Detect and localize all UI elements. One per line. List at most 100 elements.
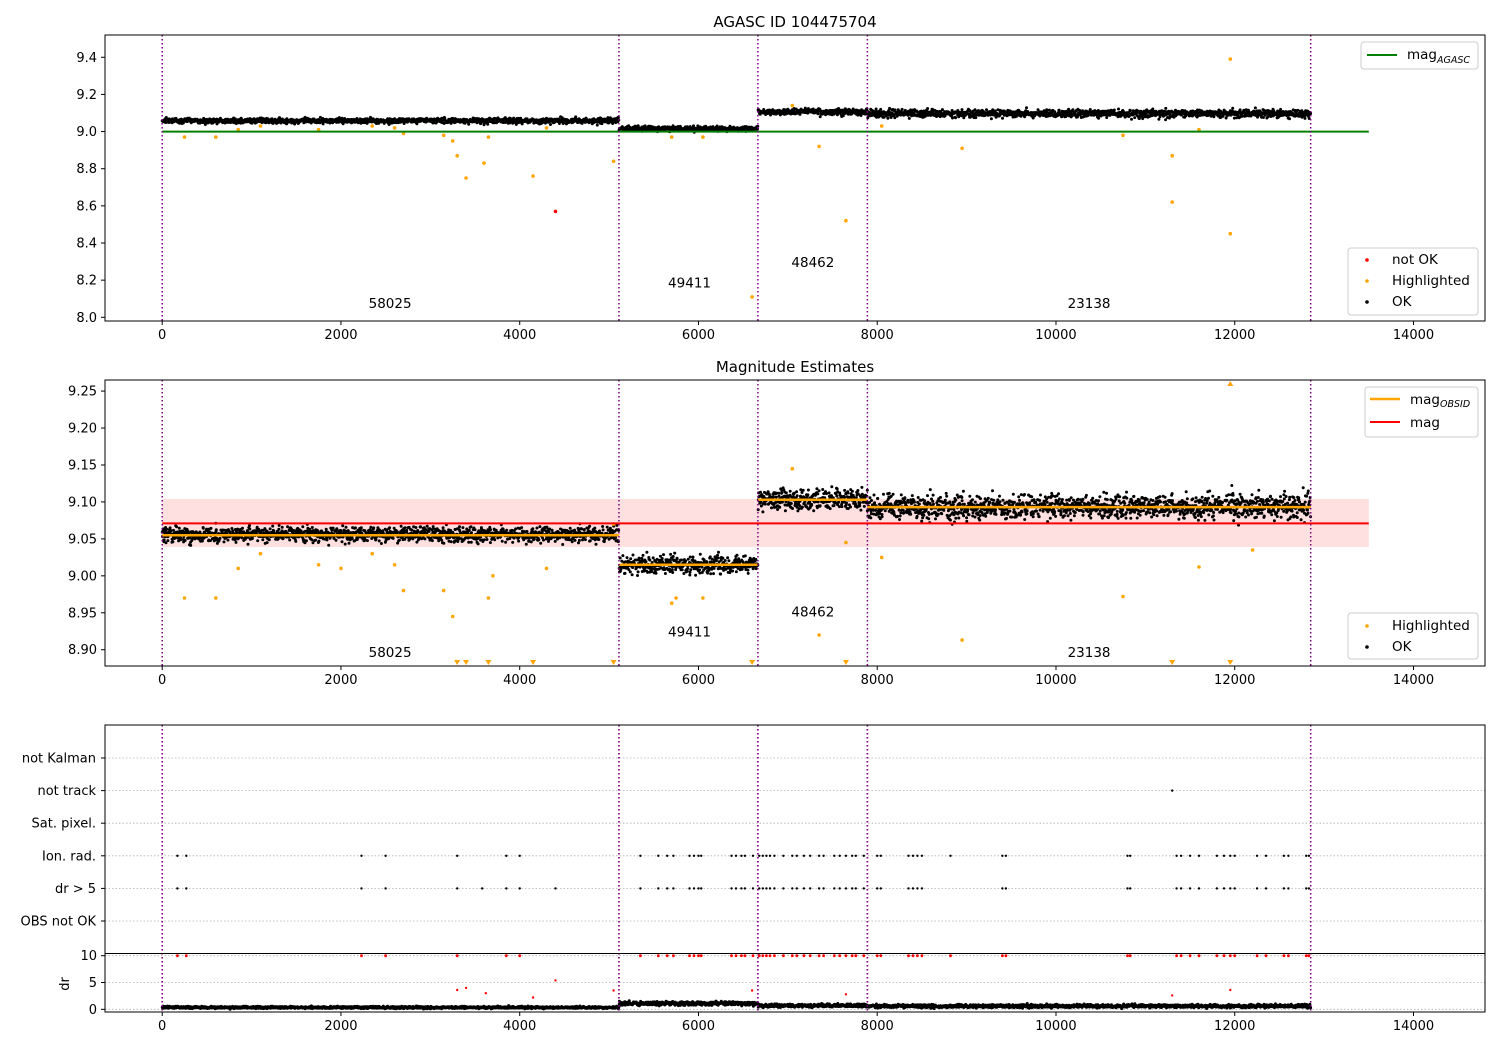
- p1-ok-point: [926, 107, 930, 110]
- p1-ok-point: [1164, 118, 1168, 122]
- p2-ok-point: [268, 527, 272, 531]
- p2-ok-point: [324, 527, 328, 531]
- p2-ok-point: [201, 526, 205, 530]
- p2-ok-point: [430, 539, 434, 543]
- p1-ok-point: [1288, 117, 1291, 121]
- p1-ok-point: [574, 115, 578, 119]
- legend-highlighted: Highlighted: [1392, 273, 1470, 289]
- p2-ok-point: [532, 537, 536, 541]
- p2-ok-point: [416, 530, 420, 534]
- p1-highlighted-point: [258, 124, 263, 128]
- legend-ok: OK: [1392, 294, 1413, 310]
- p1-ok-point: [900, 107, 904, 111]
- p1-ok-point: [907, 116, 911, 120]
- p2-ok-point: [488, 541, 492, 545]
- p2-ok-point: [162, 538, 166, 542]
- p2-ok-point: [327, 543, 331, 547]
- p2-ok-point: [424, 528, 428, 532]
- p1-highlighted-point: [482, 161, 486, 165]
- p1-xtick-label: 6000: [682, 328, 715, 343]
- p1-highlighted-point: [450, 139, 455, 143]
- p1-ytick-label: 8.6: [76, 199, 97, 214]
- p2-ok-point: [458, 525, 461, 529]
- p1-ok-point: [1253, 106, 1257, 110]
- p2-ok-point: [343, 542, 347, 546]
- p1-ytick-label: 9.2: [76, 88, 97, 103]
- p1-highlighted-point: [844, 218, 848, 223]
- p2-ok-point: [288, 538, 292, 542]
- p2-ok-point: [390, 530, 394, 534]
- p2-ok-point: [473, 528, 477, 532]
- p1-xtick-label: 14000: [1393, 328, 1434, 343]
- p1-ok-point: [866, 116, 870, 120]
- p1-ok-point: [599, 116, 603, 120]
- p1-ok-point: [879, 107, 883, 111]
- p1-ytick-label: 8.2: [76, 274, 97, 289]
- p1-ok-point: [514, 122, 518, 126]
- p2-ok-point: [442, 541, 446, 545]
- p2-ok-point: [301, 525, 305, 529]
- p2-ok-point: [379, 542, 383, 545]
- p2-ok-point: [531, 527, 535, 531]
- p2-ok-point: [166, 539, 170, 543]
- p2-ok-point: [489, 528, 492, 532]
- p2-ok-point: [365, 539, 369, 543]
- p2-ok-point: [537, 538, 541, 542]
- p2-ok-point: [517, 539, 521, 543]
- p1-highlighted-point: [817, 144, 821, 149]
- p1-ok-point: [762, 108, 766, 111]
- p2-ok-point: [511, 540, 515, 544]
- p2-ok-point: [377, 539, 381, 543]
- p2-ok-point: [350, 537, 354, 541]
- p1-highlighted-point: [441, 133, 446, 138]
- p2-ok-point: [261, 538, 265, 542]
- p2-ok-point: [340, 540, 344, 544]
- p1-highlighted-point: [370, 124, 375, 128]
- p2-ok-point: [403, 537, 407, 541]
- p1-ok-point: [1128, 109, 1132, 113]
- p1-highlighted-point: [960, 146, 964, 151]
- p2-ok-point: [469, 525, 473, 529]
- p2-ok-point: [335, 527, 339, 531]
- p2-ok-point: [461, 526, 465, 530]
- agasc-magnitude-panel: AGASC ID 104475704 58025494114846223138 …: [76, 13, 1486, 343]
- p2-ok-point: [317, 539, 321, 543]
- p1-ok-point: [1105, 116, 1109, 119]
- p2-ok-point: [265, 541, 269, 545]
- p2-ok-point: [403, 526, 407, 530]
- p1-ok-point: [467, 122, 471, 126]
- p1-ok-point: [886, 116, 890, 120]
- p2-ok-point: [449, 540, 453, 544]
- p1-ok-point: [954, 116, 958, 120]
- p1-highlighted-point: [392, 126, 397, 130]
- p1-highlighted-point: [182, 135, 187, 139]
- p2-ok-point: [539, 541, 543, 545]
- p1-ok-point: [1303, 116, 1307, 120]
- p1-ok-point: [1117, 107, 1120, 111]
- p1-ytick-label: 8.8: [76, 162, 97, 177]
- p2-ok-point: [467, 540, 471, 544]
- p2-ok-point: [397, 538, 401, 542]
- p1-highlighted-point: [669, 135, 674, 139]
- p2-ok-point: [209, 526, 213, 530]
- p1-ytick-label: 9.0: [76, 125, 97, 140]
- p1-ok-point: [1164, 106, 1168, 110]
- p2-ok-point: [500, 539, 504, 543]
- p2-ok-point: [505, 528, 509, 532]
- p2-ok-point: [482, 538, 486, 542]
- p1-ok-point: [519, 116, 523, 120]
- p2-ok-point: [294, 539, 298, 543]
- p1-ok-point: [164, 116, 168, 119]
- p2-ok-point: [414, 526, 418, 529]
- p1-ytick-label: 8.0: [76, 311, 97, 326]
- p1-ok-point: [1238, 108, 1242, 112]
- p2-ok-point: [172, 528, 175, 532]
- p2-ok-point: [359, 526, 363, 530]
- p2-ok-point: [467, 528, 471, 532]
- p1-not-ok-point: [553, 209, 558, 214]
- p2-ok-point: [374, 537, 378, 541]
- p2-ok-point: [538, 525, 542, 529]
- p2-ok-point: [504, 540, 508, 544]
- p2-ok-point: [334, 538, 338, 542]
- p1-xtick-label: 10000: [1035, 328, 1076, 343]
